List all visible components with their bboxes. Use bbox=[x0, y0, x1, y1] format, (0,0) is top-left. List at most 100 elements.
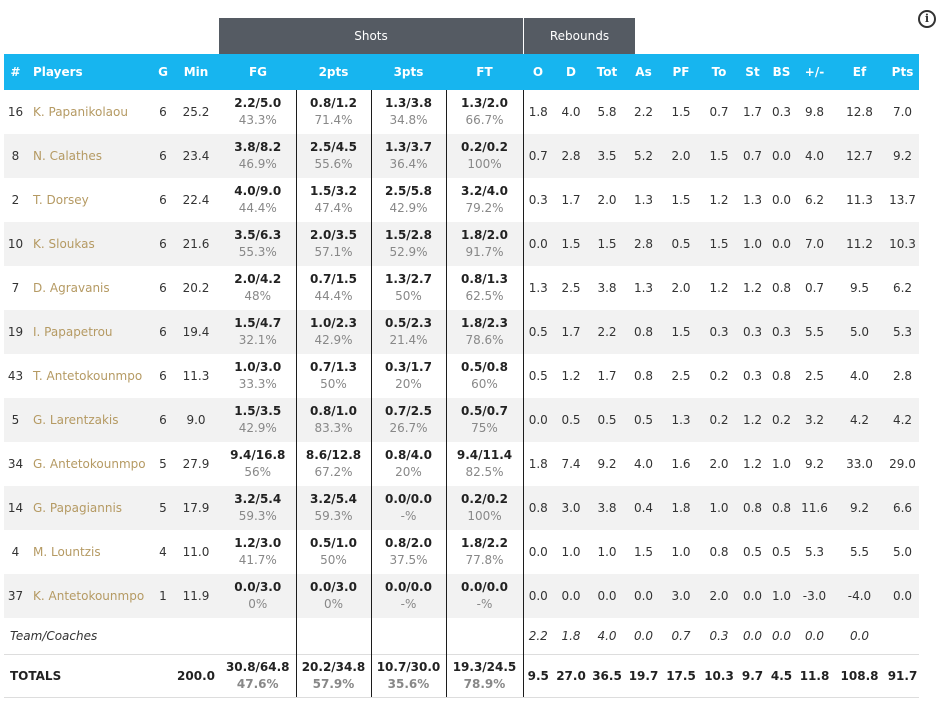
player-p3: 0.3/1.7 20% bbox=[371, 354, 447, 398]
table-row: 37 K. Antetokounmpo 1 11.9 0.0/3.0 0% 0.0/3.0 0… bbox=[4, 574, 919, 618]
player-ft: 1.8/2.0 91.7% bbox=[446, 222, 524, 266]
col-blocks[interactable]: BS bbox=[767, 54, 796, 90]
player-d: 1.5 bbox=[553, 222, 589, 266]
col-3pts[interactable]: 3pts bbox=[371, 54, 446, 90]
player-p3: 2.5/5.8 42.9% bbox=[371, 178, 447, 222]
player-name-link[interactable]: D. Agravanis bbox=[33, 281, 110, 295]
totals-d: 27.0 bbox=[553, 654, 589, 698]
player-games: 1 bbox=[154, 574, 172, 618]
ft-made-attempted: 0.0/0.0 bbox=[461, 580, 508, 594]
col-games[interactable]: G bbox=[154, 54, 172, 90]
col-fg[interactable]: FG bbox=[220, 54, 296, 90]
player-name-link[interactable]: K. Papanikolaou bbox=[33, 105, 128, 119]
player-pf: 2.0 bbox=[671, 281, 691, 295]
col-offensive-rebounds[interactable]: O bbox=[523, 54, 553, 90]
player-d: 2.8 bbox=[553, 134, 589, 178]
table-row: 19 I. Papapetrou 6 19.4 1.5/4.7 32.1% 1.0/2.3 4… bbox=[4, 310, 919, 354]
player-to: 0.8 bbox=[709, 545, 729, 559]
col-number[interactable]: # bbox=[4, 54, 27, 90]
player-name-link[interactable]: I. Papapetrou bbox=[27, 310, 154, 354]
player-pts: 13.7 bbox=[889, 193, 916, 207]
player-name-link[interactable]: G. Larentzakis bbox=[27, 398, 154, 442]
player-to: 1.5 bbox=[700, 222, 738, 266]
col-points[interactable]: Pts bbox=[886, 54, 919, 90]
player-name-link[interactable]: T. Dorsey bbox=[33, 193, 89, 207]
player-games: 4 bbox=[159, 545, 167, 559]
p3-made-attempted: 0.0/0.0 bbox=[385, 492, 432, 506]
col-plus-minus[interactable]: +/- bbox=[796, 54, 833, 90]
col-turnovers[interactable]: To bbox=[700, 54, 738, 90]
player-name-link[interactable]: T. Antetokounmpo bbox=[33, 369, 143, 383]
col-defensive-rebounds[interactable]: D bbox=[553, 54, 589, 90]
player-name-link[interactable]: K. Sloukas bbox=[27, 222, 154, 266]
p3-made-attempted: 0.5/2.3 bbox=[385, 316, 432, 330]
totals-as: 19.7 bbox=[625, 654, 662, 698]
player-o: 1.8 bbox=[528, 457, 548, 471]
player-to: 1.2 bbox=[709, 193, 729, 207]
player-ft: 0.5/0.7 75% bbox=[446, 398, 524, 442]
player-ft: 1.8/2.3 78.6% bbox=[446, 310, 524, 354]
player-tot: 0.5 bbox=[589, 398, 625, 442]
player-to: 1.2 bbox=[709, 281, 729, 295]
player-to: 0.7 bbox=[709, 105, 729, 119]
fg-made-attempted: 1.2/3.0 bbox=[234, 536, 282, 550]
table-row: 8 N. Calathes 6 23.4 3.8/8.2 46.9% 2.5/4.5 55.6… bbox=[4, 134, 919, 178]
p2-percentage: 83.3% bbox=[314, 421, 353, 435]
col-steals[interactable]: St bbox=[738, 54, 767, 90]
col-ft[interactable]: FT bbox=[446, 54, 523, 90]
player-st: 0.7 bbox=[738, 134, 767, 178]
player-name-link[interactable]: K. Antetokounmpo bbox=[27, 574, 154, 618]
player-pts: 0.0 bbox=[886, 574, 919, 618]
p3-percentage: 26.7% bbox=[389, 421, 428, 435]
info-icon[interactable]: i bbox=[918, 10, 936, 28]
p2-percentage: 59.3% bbox=[314, 509, 353, 523]
team-as: 0.0 bbox=[633, 629, 654, 643]
player-tot: 5.8 bbox=[597, 105, 617, 119]
p2-made-attempted: 3.2/5.4 bbox=[310, 492, 357, 506]
player-as: 2.8 bbox=[625, 222, 662, 266]
p3-made-attempted: 1.3/3.8 bbox=[385, 96, 432, 110]
col-total-rebounds[interactable]: Tot bbox=[589, 54, 625, 90]
p2-percentage: 0% bbox=[323, 597, 344, 611]
ft-percentage: -% bbox=[476, 597, 493, 611]
col-minutes[interactable]: Min bbox=[172, 54, 220, 90]
player-name-link[interactable]: N. Calathes bbox=[27, 134, 154, 178]
player-pf: 2.0 bbox=[662, 134, 700, 178]
player-number: 43 bbox=[7, 369, 24, 383]
ft-made-attempted: 1.8/2.0 bbox=[461, 228, 508, 242]
p3-percentage: 37.5% bbox=[389, 553, 428, 567]
player-games: 5 bbox=[154, 486, 172, 530]
player-name-link[interactable]: G. Papagiannis bbox=[27, 486, 154, 530]
ft-percentage: 66.7% bbox=[465, 113, 504, 127]
player-p3: 0.5/2.3 21.4% bbox=[371, 310, 447, 354]
player-minutes: 20.2 bbox=[182, 281, 210, 295]
player-bs: 0.2 bbox=[767, 398, 796, 442]
p2-percentage: 57.1% bbox=[314, 245, 353, 259]
player-p2: 0.8/1.0 83.3% bbox=[296, 398, 372, 442]
player-number: 16 bbox=[7, 105, 24, 119]
col-personal-fouls[interactable]: PF bbox=[662, 54, 700, 90]
col-assists[interactable]: As bbox=[625, 54, 662, 90]
ft-percentage: 79.2% bbox=[465, 201, 504, 215]
player-ef: 11.3 bbox=[846, 193, 873, 207]
player-p3: 1.3/2.7 50% bbox=[371, 266, 447, 310]
player-pm: -3.0 bbox=[796, 574, 833, 618]
player-fg: 3.2/5.4 59.3% bbox=[220, 486, 297, 530]
totals-to: 10.3 bbox=[700, 654, 738, 698]
ft-percentage: 100% bbox=[467, 157, 502, 171]
player-ef: 4.2 bbox=[833, 398, 886, 442]
col-2pts[interactable]: 2pts bbox=[296, 54, 371, 90]
col-efficiency[interactable]: Ef bbox=[833, 54, 886, 90]
player-name-link[interactable]: M. Lountzis bbox=[33, 545, 101, 559]
player-ef: 33.0 bbox=[846, 457, 873, 471]
col-players[interactable]: Players bbox=[27, 54, 154, 90]
fg-made-attempted: 2.2/5.0 bbox=[234, 96, 282, 110]
ft-percentage: 91.7% bbox=[465, 245, 504, 259]
player-minutes: 9.0 bbox=[172, 398, 220, 442]
p2-percentage: 67.2% bbox=[314, 465, 353, 479]
player-p3: 0.7/2.5 26.7% bbox=[371, 398, 447, 442]
player-name-link[interactable]: G. Antetokounmpo bbox=[33, 457, 146, 471]
ft-percentage: 77.8% bbox=[465, 553, 504, 567]
player-p2: 2.5/4.5 55.6% bbox=[296, 134, 372, 178]
player-to: 2.0 bbox=[700, 574, 738, 618]
